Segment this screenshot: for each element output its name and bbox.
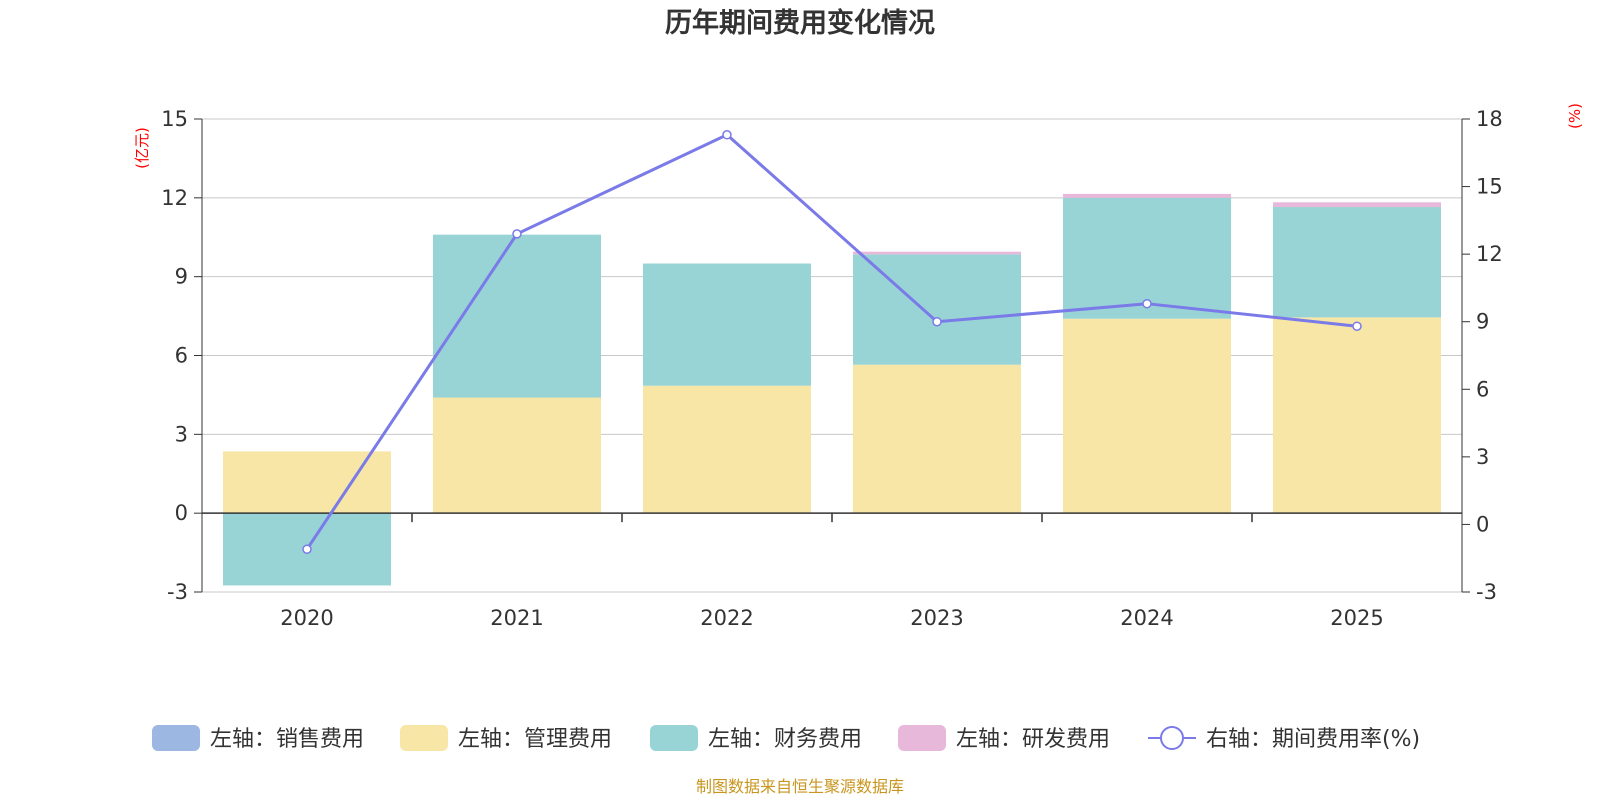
bars: [223, 193, 1441, 586]
rate-point: [1352, 321, 1362, 331]
bar-segment: [853, 364, 1021, 514]
legend-swatch: [152, 725, 200, 751]
right-tick-label: 0: [1476, 512, 1489, 536]
x-tick-label: 2024: [1120, 606, 1173, 630]
bar-segment: [1273, 207, 1441, 318]
bar-segment: [643, 263, 811, 386]
rate-point: [932, 316, 942, 327]
legend-label: 左轴：研发费用: [956, 727, 1110, 752]
bar-segment: [433, 397, 601, 514]
rate-line: [302, 130, 1362, 554]
axes: -3 0 3 6 9 12 15 -3 0 3 6 9 12 15 18 2020 2021 2022 2023 20…: [161, 107, 1502, 630]
right-tick-label: 3: [1476, 445, 1489, 469]
x-tick-label: 2021: [490, 606, 543, 630]
legend-label: 右轴：期间费用率(%): [1206, 727, 1420, 752]
right-tick-label: 6: [1476, 377, 1489, 401]
left-tick-label: -3: [167, 580, 188, 604]
rate-point: [1142, 298, 1152, 309]
x-tick-label: 2022: [700, 606, 753, 630]
bar-segment: [1273, 317, 1441, 514]
legend-label: 左轴：财务费用: [708, 727, 862, 752]
left-tick-label: 3: [175, 422, 188, 446]
left-axis-unit: (亿元): [133, 127, 151, 169]
rate-point: [302, 544, 312, 554]
rate-point: [722, 130, 732, 140]
bar-segment: [1063, 318, 1231, 514]
rate-point: [512, 229, 522, 239]
chart-title: 历年期间费用变化情况: [665, 7, 935, 39]
left-tick-label: 9: [175, 265, 188, 289]
bar-segment: [1063, 193, 1231, 198]
bar-segment: [643, 385, 811, 514]
right-tick-label: 12: [1476, 242, 1503, 266]
bar-segment: [223, 451, 391, 514]
left-tick-label: 15: [161, 107, 188, 131]
legend-label: 左轴：管理费用: [458, 727, 612, 752]
bar-segment: [853, 251, 1021, 255]
bar-segment: [1063, 197, 1231, 319]
legend: 左轴：销售费用 左轴：管理费用 左轴：财务费用 左轴：研发费用 右轴：期间费用率(%): [152, 725, 1420, 752]
legend-marker: [1160, 726, 1184, 750]
left-tick-label: 6: [175, 344, 188, 368]
rate-line-path: [305, 132, 1358, 551]
bar-segment: [433, 234, 601, 398]
bar-segment: [1273, 202, 1441, 208]
x-tick-label: 2025: [1330, 606, 1383, 630]
left-tick-label: 0: [175, 501, 188, 525]
left-tick-label: 12: [161, 186, 188, 210]
x-tick-label: 2023: [910, 606, 963, 630]
right-tick-label: 9: [1476, 310, 1489, 334]
legend-swatch: [650, 725, 698, 751]
right-tick-label: 15: [1476, 175, 1503, 199]
x-tick-label: 2020: [280, 606, 333, 630]
right-tick-label: 18: [1476, 107, 1503, 131]
right-axis-unit: (%): [1566, 103, 1584, 129]
legend-label: 左轴：销售费用: [210, 727, 364, 752]
data-source-note: 制图数据来自恒生聚源数据库: [696, 777, 904, 796]
gridlines: [202, 118, 1462, 593]
right-tick-label: -3: [1476, 580, 1497, 604]
legend-swatch: [400, 725, 448, 751]
legend-swatch: [898, 725, 946, 751]
